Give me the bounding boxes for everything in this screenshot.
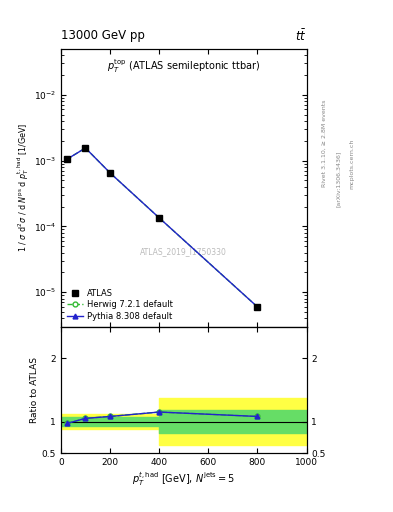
ATLAS	[65, 156, 70, 162]
Herwig 7.2.1 default	[255, 304, 260, 310]
Herwig 7.2.1 default	[157, 215, 162, 221]
Text: Rivet 3.1.10, ≥ 2.8M events: Rivet 3.1.10, ≥ 2.8M events	[322, 100, 327, 187]
Text: [arXiv:1306.3436]: [arXiv:1306.3436]	[336, 151, 341, 207]
Line: Herwig 7.2.1 default: Herwig 7.2.1 default	[64, 145, 260, 309]
Text: $t\bar{t}$: $t\bar{t}$	[295, 28, 307, 44]
Text: mcplots.cern.ch: mcplots.cern.ch	[350, 139, 355, 189]
Line: ATLAS: ATLAS	[64, 144, 261, 310]
Pythia 8.308 default	[255, 304, 260, 310]
X-axis label: $p_T^{t,\rm had}$ [GeV], $N^{\rm jets} = 5$: $p_T^{t,\rm had}$ [GeV], $N^{\rm jets} =…	[132, 471, 235, 488]
Text: $p_T^{\rm top}$ (ATLAS semileptonic ttbar): $p_T^{\rm top}$ (ATLAS semileptonic ttba…	[107, 57, 260, 75]
Text: ATLAS_2019_I1750330: ATLAS_2019_I1750330	[140, 247, 227, 256]
Herwig 7.2.1 default	[65, 156, 70, 162]
Herwig 7.2.1 default	[108, 170, 112, 176]
Pythia 8.308 default	[65, 156, 70, 162]
Y-axis label: Ratio to ATLAS: Ratio to ATLAS	[30, 357, 39, 423]
Pythia 8.308 default	[157, 215, 162, 221]
Line: Pythia 8.308 default: Pythia 8.308 default	[64, 145, 260, 309]
ATLAS	[157, 215, 162, 221]
Y-axis label: 1 / $\sigma$ d$^2\sigma$ / d $N^{\rm ps}$ d $p_T^{\rm t,had}$ [1/GeV]: 1 / $\sigma$ d$^2\sigma$ / d $N^{\rm ps}…	[15, 123, 31, 252]
Pythia 8.308 default	[83, 145, 88, 151]
Text: 13000 GeV pp: 13000 GeV pp	[61, 29, 145, 42]
Legend: ATLAS, Herwig 7.2.1 default, Pythia 8.308 default: ATLAS, Herwig 7.2.1 default, Pythia 8.30…	[65, 287, 174, 323]
ATLAS	[108, 170, 112, 176]
ATLAS	[83, 145, 88, 151]
Pythia 8.308 default	[108, 170, 112, 176]
ATLAS	[255, 304, 260, 310]
Herwig 7.2.1 default	[83, 145, 88, 151]
